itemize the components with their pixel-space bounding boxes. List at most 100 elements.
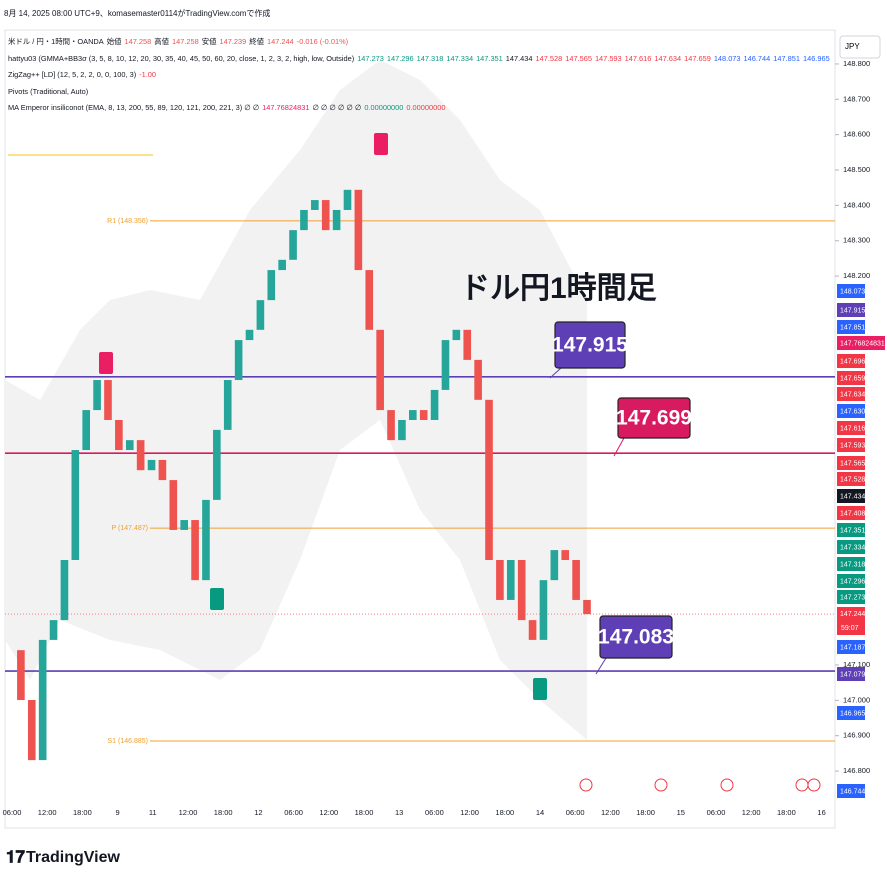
event-icon[interactable] xyxy=(720,778,734,792)
candle xyxy=(169,480,178,530)
x-tick-label: 06:00 xyxy=(284,808,303,817)
x-tick-label: 18:00 xyxy=(777,808,796,817)
candle xyxy=(82,410,91,451)
y-tick-label: 148.500 xyxy=(843,165,870,174)
price-label: 147.915 xyxy=(840,307,865,314)
candle xyxy=(474,359,482,400)
indicator-value: 147.334 xyxy=(446,53,474,63)
x-tick-label: 12 xyxy=(254,808,262,817)
candle xyxy=(572,559,580,600)
candle xyxy=(136,440,145,471)
indicator-value: 146.965 xyxy=(802,53,830,63)
indicator-name: MA Emperor insiliconot (EMA, 8, 13, 200,… xyxy=(8,103,260,112)
candle xyxy=(245,329,254,341)
candle xyxy=(158,459,167,481)
indicator-value: 147.273 xyxy=(357,53,384,63)
price-label-bg xyxy=(837,784,865,798)
callout-pointer xyxy=(613,437,625,457)
brand-mark: 𝟏𝟕 xyxy=(6,847,25,866)
callout-label: 147.083 xyxy=(598,626,674,649)
indicator-line: ZigZag++ [LD] (12, 5, 2, 2, 0, 0, 100, 3… xyxy=(8,67,830,84)
candle xyxy=(115,419,123,451)
candle xyxy=(321,200,330,231)
price-label-bg xyxy=(837,667,865,681)
price-label: 146.965 xyxy=(840,710,865,717)
indicator-name: ZigZag++ [LD] (12, 5, 2, 2, 0, 0, 100, 3… xyxy=(8,70,137,79)
price-label: 147.187 xyxy=(840,644,865,651)
callout-box xyxy=(617,397,691,439)
indicator-value: ∅ ∅ ∅ ∅ ∅ ∅ xyxy=(312,103,362,112)
pivot-label: R1 (148.356) xyxy=(107,218,148,225)
brand: TradingView xyxy=(26,849,121,866)
candle xyxy=(419,410,428,420)
countdown: 59:07 xyxy=(841,625,859,632)
candle xyxy=(463,329,472,360)
y-tick-label: 146.900 xyxy=(843,731,870,740)
candle xyxy=(180,520,188,530)
candle xyxy=(27,700,36,761)
price-label-bg xyxy=(837,540,865,554)
x-tick-label: 18:00 xyxy=(214,808,233,817)
price-label: 148.073 xyxy=(840,288,865,295)
event-icon[interactable] xyxy=(579,778,593,792)
zigzag-marker xyxy=(99,352,113,374)
price-label-bg xyxy=(837,489,865,503)
candle xyxy=(71,450,80,560)
callout-pointer xyxy=(595,657,607,675)
price-label: 147.434 xyxy=(840,493,865,500)
indicator-value: 148.073 xyxy=(713,53,741,63)
indicator-value: 147.76824831 xyxy=(262,103,310,112)
candle xyxy=(223,380,232,430)
x-tick-label: 14 xyxy=(536,808,544,817)
price-label: 147.630 xyxy=(840,408,865,415)
event-icon[interactable] xyxy=(654,778,668,792)
candle xyxy=(506,559,515,600)
event-icon[interactable] xyxy=(795,778,809,792)
candle xyxy=(365,270,374,330)
x-tick-label: 06:00 xyxy=(566,808,585,817)
candle xyxy=(213,429,221,500)
price-label: 146.744 xyxy=(840,788,865,795)
x-tick-label: 18:00 xyxy=(355,808,374,817)
symbol-field: 始値 xyxy=(106,37,122,46)
candle xyxy=(60,559,69,621)
indicator-line: hattyu03 (GMMA+BB3σ (3, 5, 8, 10, 12, 20… xyxy=(8,51,830,68)
price-label-bg xyxy=(837,404,865,418)
indicator-value: 147.659 xyxy=(684,53,711,63)
price-label-bg xyxy=(837,506,865,520)
x-tick-label: 15 xyxy=(677,808,685,817)
x-tick-label: 13 xyxy=(395,808,403,817)
symbol-field: 高値 xyxy=(154,37,169,46)
candle xyxy=(354,189,363,271)
symbol-field: 終値 xyxy=(249,37,265,46)
legend: 米ドル / 円・1時間・OANDA 始値 147.258 高値 147.258 安値 147… xyxy=(8,34,830,117)
indicator-value: 147.593 xyxy=(594,53,622,63)
price-label-bg xyxy=(837,387,865,401)
y-tick-label: 148.700 xyxy=(843,94,870,103)
candle xyxy=(496,559,504,600)
x-tick-label: 12:00 xyxy=(38,808,57,817)
candle xyxy=(343,189,352,210)
y-tick-label: 148.200 xyxy=(843,271,870,280)
price-label-bg xyxy=(837,640,865,654)
currency-box[interactable] xyxy=(839,35,881,59)
current-price-label: 147.244 xyxy=(840,611,865,618)
indicator-value: 147.634 xyxy=(654,53,682,63)
indicator-name: Pivots (Traditional, Auto) xyxy=(8,86,89,96)
event-icon[interactable] xyxy=(807,778,821,792)
price-label: 147.079 xyxy=(840,671,865,678)
symbol-line: 米ドル / 円・1時間・OANDA 始値 147.258 高値 147.258 安値 147… xyxy=(8,34,830,51)
indicator-value: 0.00000000 xyxy=(406,103,446,112)
symbol-field: 安値 xyxy=(201,37,217,46)
indicator-value: 147.616 xyxy=(624,53,652,63)
x-tick-label: 18:00 xyxy=(73,808,92,817)
y-tick-label: 146.800 xyxy=(843,766,870,775)
symbol-field: 米ドル / 円・1時間・OANDA xyxy=(8,37,104,46)
candle xyxy=(38,639,47,761)
indicator-value: 147.351 xyxy=(476,53,503,63)
indicator-value: 0.00000000 xyxy=(364,103,404,112)
x-tick-label: 06:00 xyxy=(3,808,22,817)
x-tick-label: 12:00 xyxy=(319,808,338,817)
